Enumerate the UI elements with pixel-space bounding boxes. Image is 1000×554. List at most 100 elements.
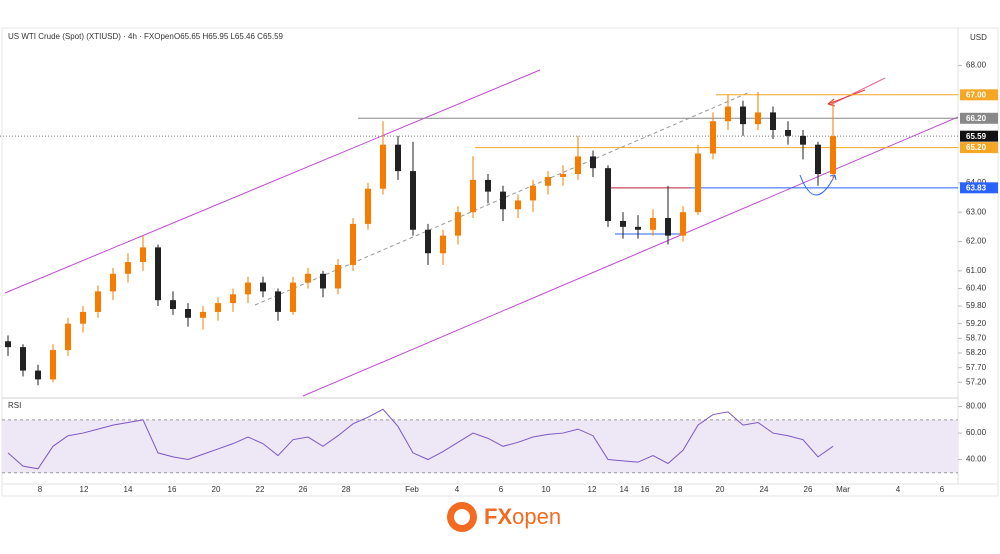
candle-body	[200, 311, 206, 318]
candle-body	[725, 106, 731, 122]
candle-body	[320, 273, 326, 289]
level-tag	[960, 142, 998, 154]
candle-body	[665, 218, 671, 236]
candle-body	[380, 144, 386, 189]
logo: FXopen	[447, 502, 561, 532]
logo-bold: FX	[484, 504, 512, 529]
x-tick-label: 28	[342, 485, 351, 494]
candle-body	[20, 347, 26, 371]
candle-body	[260, 282, 266, 292]
y-tick-label: 61.00	[966, 266, 987, 275]
candle-body	[110, 273, 116, 292]
y-tick-label: 57.70	[966, 363, 987, 372]
logo-light: open	[512, 504, 561, 529]
candle-body	[545, 176, 551, 186]
rsi-band	[2, 419, 958, 473]
level-label: 66.20	[966, 114, 987, 123]
candle-body	[125, 262, 131, 274]
candle-body	[410, 171, 416, 230]
x-tick-label: 10	[542, 485, 551, 494]
level-tag	[960, 130, 998, 142]
x-tick-label: 20	[716, 485, 725, 494]
x-tick-label: 8	[38, 485, 43, 494]
candle-body	[680, 212, 686, 236]
candle-body	[350, 223, 356, 265]
x-tick-label: Feb	[405, 485, 419, 494]
candle-body	[560, 174, 566, 177]
candle-body	[365, 188, 371, 224]
candle-body	[515, 200, 521, 210]
candle-body	[620, 220, 626, 227]
candle-body	[305, 273, 311, 283]
x-tick-label: 16	[641, 485, 650, 494]
x-tick-label: 4	[896, 485, 901, 494]
level-tag	[960, 89, 998, 101]
y-tick-label: 63.00	[966, 207, 987, 216]
candle-body	[245, 282, 251, 295]
logo-icon-inner	[454, 509, 470, 525]
x-tick-label: 16	[168, 485, 177, 494]
candle-body	[440, 235, 446, 254]
y-tick-label: 62.00	[966, 237, 987, 246]
candle-body	[485, 179, 491, 192]
candle-body	[170, 300, 176, 309]
candle-body	[695, 153, 701, 213]
arrow	[827, 89, 866, 105]
candle-body	[140, 247, 146, 263]
level-tag	[960, 112, 998, 124]
x-tick-label: 6	[499, 485, 504, 494]
candle-body	[830, 136, 836, 175]
candle-body	[335, 264, 341, 289]
candle-body	[5, 341, 11, 348]
y-axis-label: USD	[970, 33, 987, 42]
x-tick-label: 14	[620, 485, 629, 494]
chart-frame	[1, 27, 999, 497]
candle-body	[80, 311, 86, 324]
candle-body	[800, 135, 806, 145]
y-tick-label: 57.20	[966, 377, 987, 386]
candle-body	[740, 106, 746, 125]
candle-body	[395, 144, 401, 172]
candle-body	[155, 247, 161, 301]
x-tick-label: 18	[674, 485, 683, 494]
y-tick-label: 58.20	[966, 348, 987, 357]
candle-body	[500, 191, 506, 210]
level-label: 65.59	[966, 132, 987, 141]
y-tick-label: 68.00	[966, 61, 987, 70]
level-label: 65.20	[966, 143, 987, 152]
x-tick-label: 4	[455, 485, 460, 494]
level-label: 63.83	[966, 183, 987, 192]
channel-extension	[829, 77, 886, 106]
candle-body	[95, 291, 101, 312]
chart-title: US WTI Crude (Spot) (XTIUSD) · 4h · FXOp…	[8, 32, 174, 41]
x-tick-label: 6	[940, 485, 945, 494]
candle-body	[185, 308, 191, 318]
y-tick-label: 59.20	[966, 319, 987, 328]
candle-body	[710, 121, 716, 154]
x-tick-label: 20	[212, 485, 221, 494]
candle-body	[575, 156, 581, 175]
candle-body	[65, 323, 71, 351]
candle-body	[530, 185, 536, 201]
x-tick-label: 12	[588, 485, 597, 494]
y-tick-label: 60.40	[966, 284, 987, 293]
candle-body	[50, 350, 56, 380]
x-tick-label: 12	[80, 485, 89, 494]
x-tick-label: 26	[299, 485, 308, 494]
candle-body	[605, 168, 611, 221]
y-tick-label: 58.70	[966, 333, 987, 342]
candle-body	[650, 218, 656, 230]
y-tick-label: 59.80	[966, 301, 987, 310]
candle-body	[290, 282, 296, 312]
candle-body	[770, 112, 776, 131]
candle-body	[215, 303, 221, 312]
candle-body	[455, 212, 461, 236]
candle-body	[275, 291, 281, 312]
x-tick-label: 22	[256, 485, 265, 494]
rsi-tick-label: 60.00	[966, 428, 987, 437]
candle-body	[755, 112, 761, 125]
x-tick-label: 24	[760, 485, 769, 494]
x-tick-label: Mar	[836, 485, 850, 494]
